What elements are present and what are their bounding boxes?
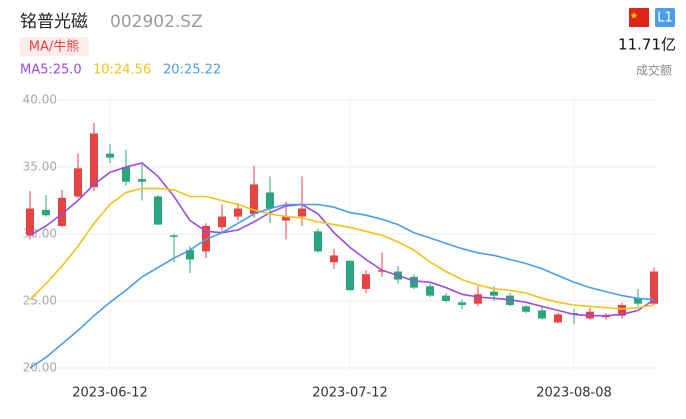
- ma-line: [29, 162, 655, 317]
- candle-body: [554, 314, 562, 323]
- flag-icon: [629, 8, 649, 27]
- candle-body: [282, 216, 290, 221]
- candle-body: [234, 208, 242, 217]
- candle-body: [362, 274, 370, 289]
- x-tick-label: 2023-06-12: [72, 386, 148, 401]
- candle-body: [74, 168, 82, 197]
- candle-body: [58, 197, 66, 226]
- level-badge[interactable]: [655, 8, 675, 27]
- x-tick-label: 2023-07-12: [312, 386, 388, 401]
- x-tick-label: 2023-08-08: [536, 386, 612, 401]
- candle-body: [90, 133, 98, 188]
- candle-body: [346, 260, 354, 291]
- candle-body: [650, 271, 658, 304]
- candle-body: [618, 305, 626, 316]
- candle-body: [154, 196, 162, 225]
- y-tick-label: 20.00: [23, 361, 57, 375]
- candle-body: [298, 208, 306, 217]
- candle-body: [442, 295, 450, 301]
- turnover-label: 成交额: [636, 63, 672, 78]
- tag-text[interactable]: MA/牛熊: [29, 39, 80, 55]
- candle-body: [538, 310, 546, 319]
- candle-body: [458, 302, 466, 306]
- candle-body: [330, 255, 338, 263]
- stock-code: 002902.SZ: [110, 12, 203, 32]
- y-tick-label: 35.00: [23, 160, 57, 174]
- candle-body: [42, 209, 50, 216]
- candle-body: [634, 298, 642, 304]
- stock-name: 铭普光磁: [20, 12, 88, 32]
- candle-body: [106, 153, 114, 158]
- candle-body: [26, 208, 34, 236]
- turnover-value: 11.71亿: [618, 36, 676, 54]
- candle-body: [410, 276, 418, 288]
- candle-body: [314, 231, 322, 252]
- candle-body: [490, 291, 498, 296]
- tag-badge[interactable]: [20, 37, 89, 56]
- candle-body: [138, 179, 146, 182]
- candle-body: [266, 192, 274, 209]
- legend-entry: 20:25.22: [163, 63, 221, 78]
- candle-body: [474, 294, 482, 304]
- candle-body: [122, 167, 130, 182]
- candle-body: [186, 250, 194, 260]
- ma-line: [29, 187, 655, 310]
- candle-body: [170, 235, 178, 237]
- legend-entry: MA5:25.0: [20, 63, 82, 78]
- candle-body: [218, 216, 226, 228]
- legend-entry: 10:24.56: [93, 63, 151, 78]
- y-tick-label: 25.00: [23, 294, 57, 308]
- ma-line: [29, 203, 655, 369]
- candle-body: [250, 184, 258, 214]
- level-text[interactable]: L1: [657, 11, 673, 26]
- flag-star: [630, 12, 638, 19]
- y-tick-label: 40.00: [23, 93, 57, 107]
- candle-body: [522, 306, 530, 312]
- candle-body: [426, 286, 434, 296]
